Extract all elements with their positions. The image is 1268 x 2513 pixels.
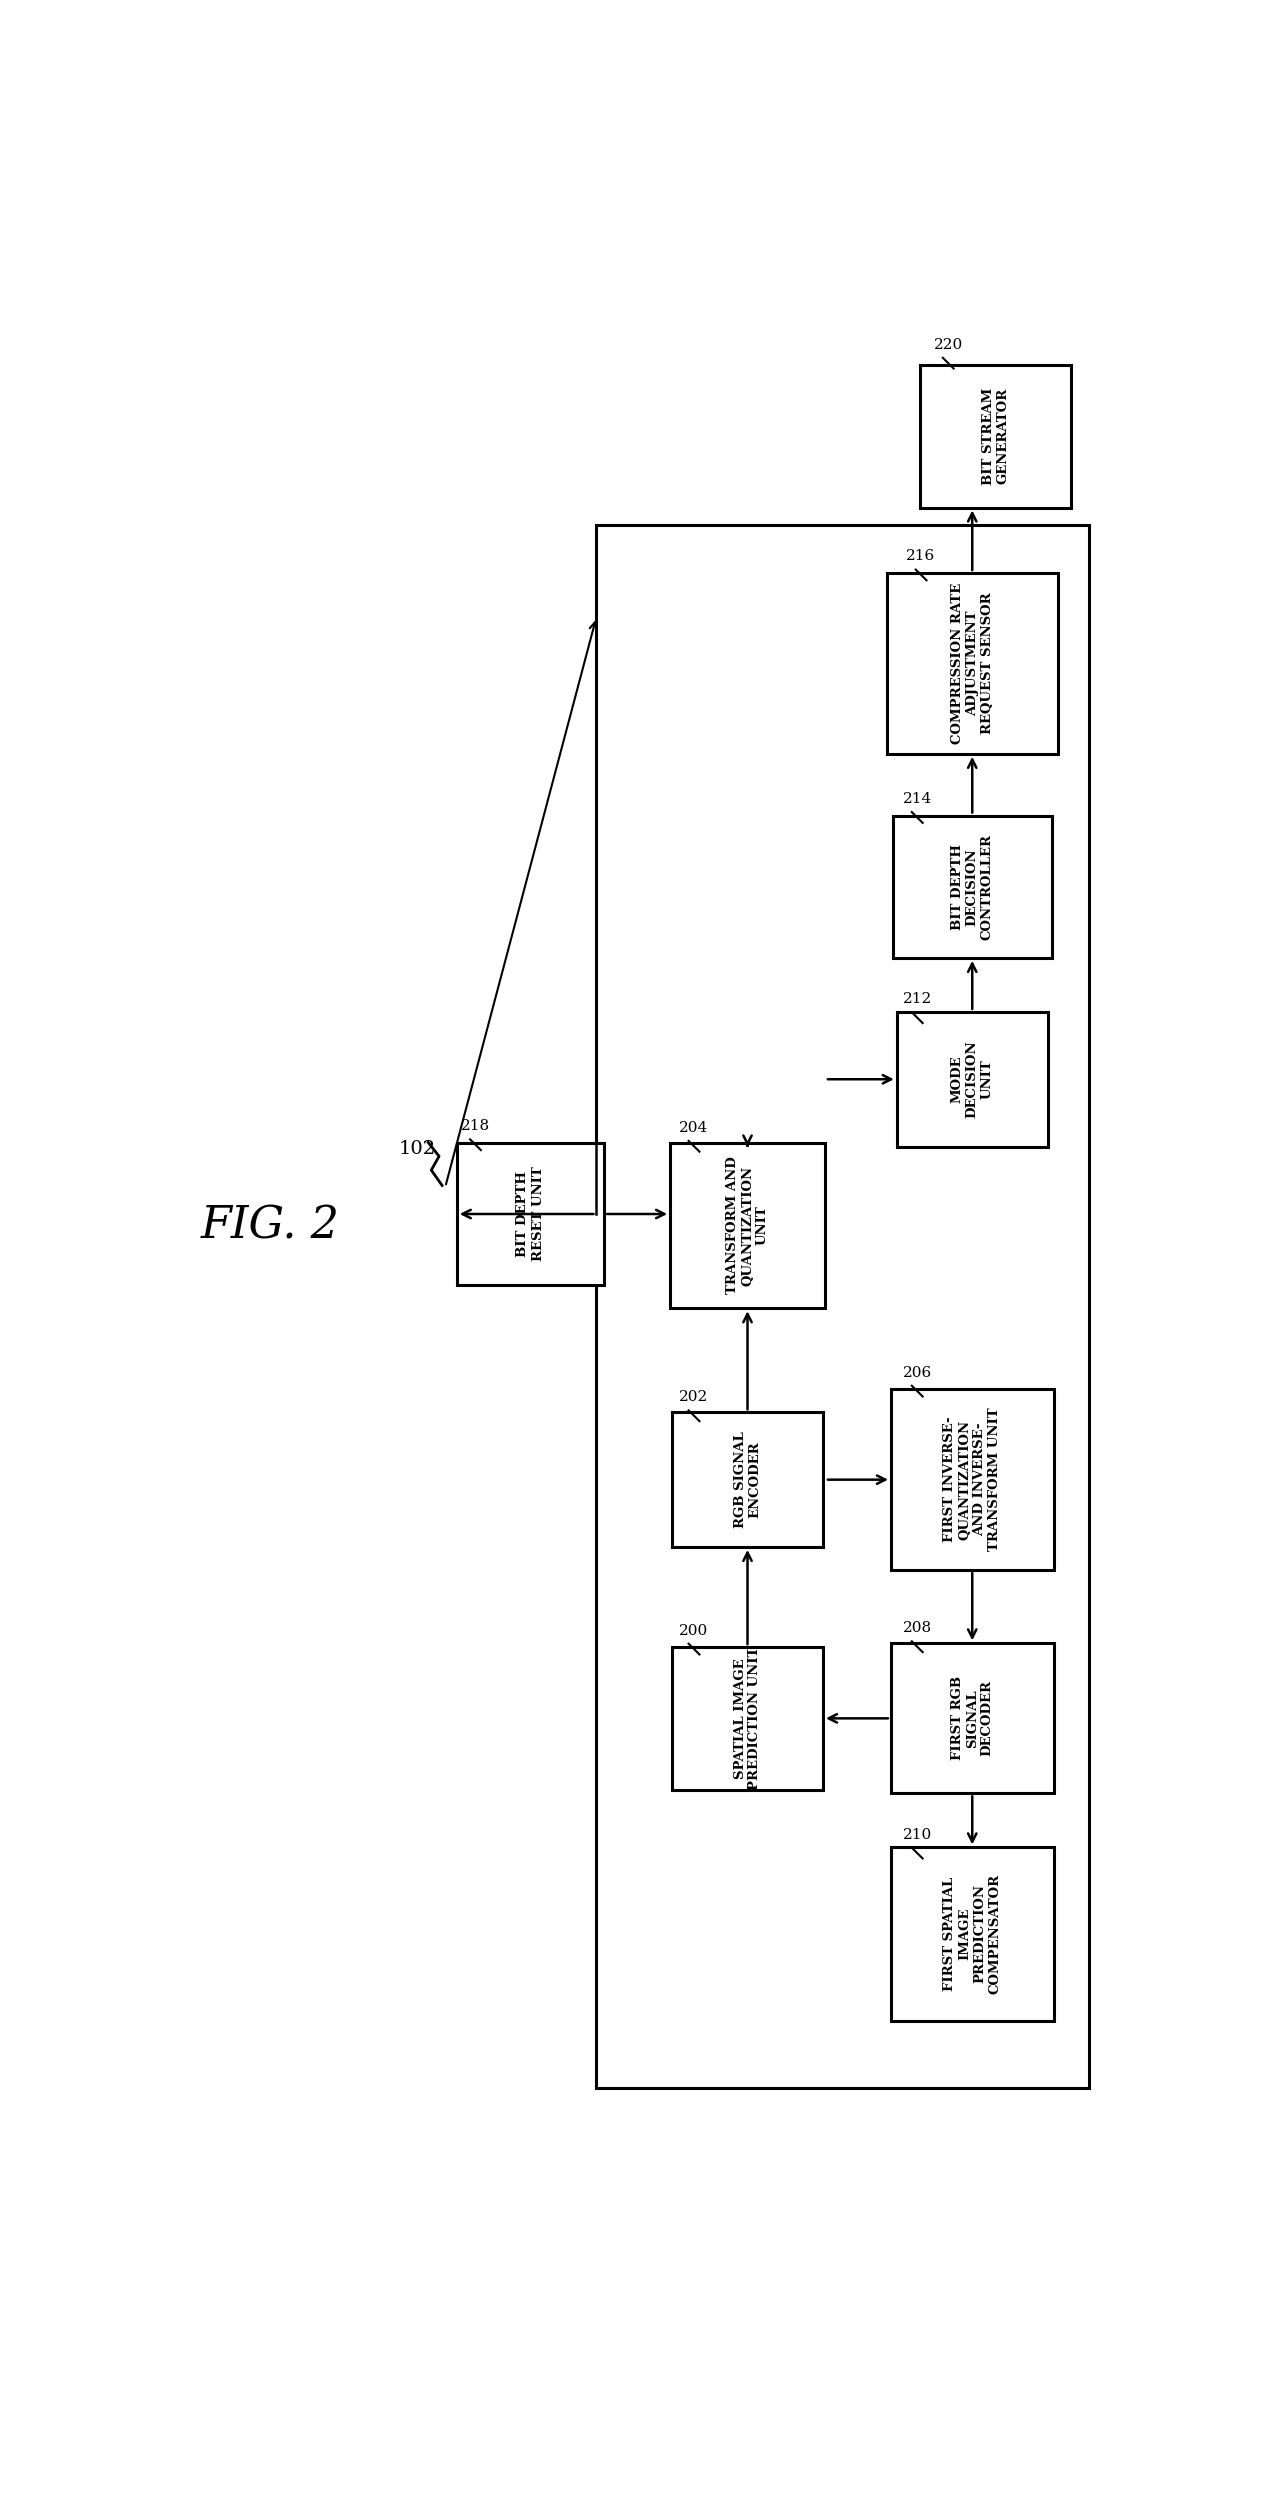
- Bar: [891, 1390, 1054, 1571]
- Text: COMPRESSION RATE
ADJUSTMENT
REQUEST SENSOR: COMPRESSION RATE ADJUSTMENT REQUEST SENS…: [951, 583, 994, 744]
- Bar: [896, 1013, 1047, 1146]
- Bar: [888, 573, 1058, 754]
- Text: SPATIAL IMAGE
PREDICTION UNIT: SPATIAL IMAGE PREDICTION UNIT: [733, 1646, 762, 1789]
- Text: 218: 218: [460, 1118, 489, 1133]
- Text: 202: 202: [680, 1390, 709, 1405]
- Bar: [891, 1847, 1054, 2020]
- Text: 212: 212: [903, 993, 932, 1005]
- Bar: [921, 364, 1071, 508]
- Text: FIRST INVERSE-
QUANTIZATION
AND INVERSE-
TRANSFORM UNIT: FIRST INVERSE- QUANTIZATION AND INVERSE-…: [943, 1407, 1002, 1551]
- Text: 102: 102: [398, 1138, 436, 1158]
- Text: 216: 216: [907, 550, 936, 563]
- Text: FIG. 2: FIG. 2: [202, 1204, 340, 1246]
- Text: BIT STREAM
GENERATOR: BIT STREAM GENERATOR: [981, 387, 1009, 485]
- Bar: [891, 1644, 1054, 1794]
- Text: RGB SIGNAL
ENCODER: RGB SIGNAL ENCODER: [733, 1432, 762, 1528]
- Text: FIRST RGB
SIGNAL
DECODER: FIRST RGB SIGNAL DECODER: [951, 1676, 994, 1762]
- Text: 200: 200: [680, 1623, 709, 1638]
- Text: BIT DEPTH
DECISION
CONTROLLER: BIT DEPTH DECISION CONTROLLER: [951, 834, 994, 940]
- Text: 204: 204: [680, 1121, 709, 1136]
- Text: 220: 220: [933, 337, 962, 352]
- Text: BIT DEPTH
RESET UNIT: BIT DEPTH RESET UNIT: [516, 1166, 544, 1262]
- Bar: [596, 525, 1088, 2088]
- Text: 214: 214: [903, 792, 932, 807]
- Text: TRANSFORM AND
QUANTIZATION
UNIT: TRANSFORM AND QUANTIZATION UNIT: [727, 1156, 768, 1294]
- Text: MODE
DECISION
UNIT: MODE DECISION UNIT: [951, 1040, 994, 1118]
- Text: 210: 210: [903, 1827, 932, 1842]
- Bar: [456, 1143, 604, 1284]
- Text: 208: 208: [903, 1621, 932, 1636]
- Bar: [670, 1143, 825, 1309]
- Text: FIRST SPATIAL
IMAGE
PREDICTION
COMPENSATOR: FIRST SPATIAL IMAGE PREDICTION COMPENSAT…: [943, 1875, 1002, 1993]
- Bar: [672, 1412, 823, 1548]
- Bar: [893, 817, 1051, 957]
- Text: 206: 206: [903, 1365, 932, 1380]
- Bar: [672, 1646, 823, 1789]
